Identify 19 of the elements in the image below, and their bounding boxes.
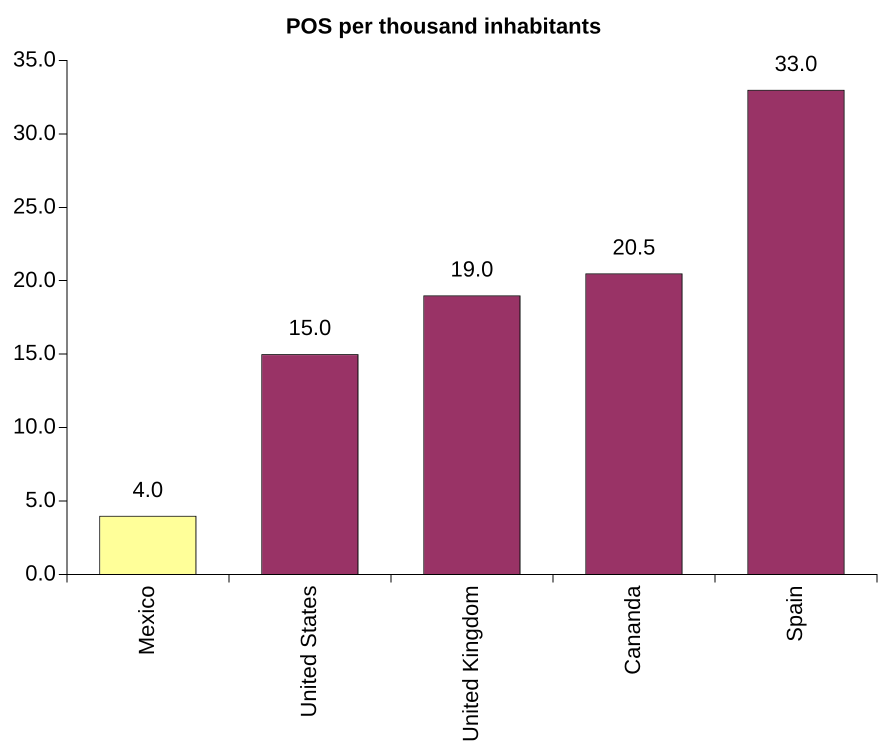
y-tick-label: 15.0 — [12, 340, 56, 366]
data-label: 15.0 — [288, 315, 332, 340]
data-label: 20.5 — [612, 234, 656, 260]
x-tick-label: Mexico — [134, 585, 159, 656]
x-tick-label: United States — [296, 585, 321, 718]
y-tick-label: 10.0 — [12, 414, 56, 439]
y-tick-label: 25.0 — [12, 193, 56, 218]
x-tick-label: United Kingdom — [458, 585, 483, 742]
y-tick-label: 30.0 — [12, 120, 56, 145]
y-tick-label: 35.0 — [12, 46, 56, 72]
data-label: 4.0 — [132, 476, 164, 502]
data-label: 19.0 — [450, 256, 494, 282]
x-tick-label: Spain — [782, 585, 808, 642]
data-label: 33.0 — [774, 50, 818, 76]
chart-title: POS per thousand inhabitants — [286, 13, 602, 38]
y-tick-label: 5.0 — [25, 487, 56, 512]
y-tick-label: 20.0 — [12, 266, 56, 292]
y-tick-label: 0.0 — [25, 560, 56, 586]
x-tick-label: Cananda — [620, 584, 646, 675]
